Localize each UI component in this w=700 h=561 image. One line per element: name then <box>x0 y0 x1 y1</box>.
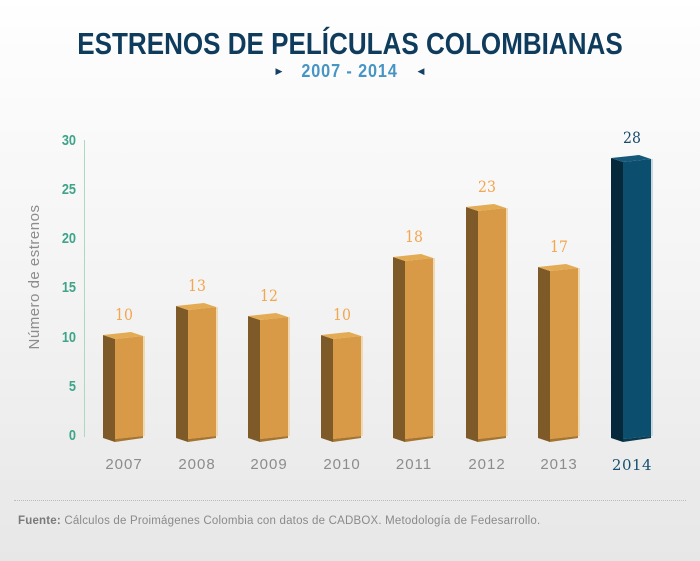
x-label-2010: 2010 <box>323 456 361 473</box>
value-label-2011: 18 <box>405 227 423 246</box>
subtitle-year-range: 2007 - 2014 <box>301 61 399 81</box>
bar-bottom-bevel <box>623 436 651 442</box>
bar-bottom-bevel <box>188 436 216 442</box>
bar-top-face <box>466 204 506 211</box>
bar-bottom-bevel <box>405 436 433 442</box>
bar-top-face <box>248 313 288 320</box>
value-label-2014: 28 <box>623 128 641 147</box>
y-tick-30: 30 <box>61 131 76 149</box>
value-label-2007: 10 <box>115 305 133 324</box>
bar-2009 <box>248 313 290 442</box>
arrow-left-icon: ◀ <box>417 66 425 76</box>
bar-side-face <box>611 158 623 442</box>
bar-side-face <box>538 267 550 442</box>
x-label-2014: 2014 <box>611 456 653 474</box>
bar-bottom-bevel <box>115 436 143 442</box>
bar-edge-highlight <box>216 307 218 436</box>
bar-side-face <box>466 207 478 442</box>
bar-2007 <box>103 332 145 442</box>
source-label: Fuente: <box>18 515 61 527</box>
bar-side-face <box>176 306 188 442</box>
bar-2012 <box>466 204 508 442</box>
x-label-2009: 2009 <box>250 456 288 473</box>
y-tick-25: 25 <box>61 180 76 198</box>
value-label-2013: 17 <box>550 237 568 256</box>
x-label-2011: 2011 <box>395 456 433 473</box>
bar-bottom-bevel <box>260 436 288 442</box>
x-label-2013: 2013 <box>540 456 578 473</box>
y-tick-10: 10 <box>61 328 76 346</box>
bar-bottom-bevel <box>333 436 361 442</box>
bar-top-face <box>176 303 216 310</box>
bar-front-face <box>260 317 288 439</box>
arrow-right-icon: ▶ <box>275 66 283 76</box>
value-label-2008: 13 <box>188 276 206 295</box>
bar-chart: Número de estrenos 0 5 10 15 20 25 30 10 13 12 10… <box>26 128 653 474</box>
bar-2013 <box>538 264 580 442</box>
bar-2008 <box>176 303 218 442</box>
bar-front-face <box>115 336 143 439</box>
bar-top-face <box>103 332 143 339</box>
bar-edge-highlight <box>433 258 435 436</box>
bar-top-face <box>393 254 433 261</box>
x-label-2007: 2007 <box>105 456 143 473</box>
y-tick-20: 20 <box>61 230 76 247</box>
footer-divider <box>14 500 686 501</box>
chart-title: ESTRENOS DE PELÍCULAS COLOMBIANAS <box>77 26 623 61</box>
y-tick-5: 5 <box>68 377 76 395</box>
bar-front-face <box>333 336 361 439</box>
chart-subtitle: ▶ 2007 - 2014 ◀ <box>0 61 700 82</box>
bar-edge-highlight <box>651 159 653 436</box>
bar-top-face <box>538 264 578 271</box>
y-axis-line <box>84 140 85 437</box>
bar-front-face <box>478 208 506 439</box>
bar-edge-highlight <box>288 317 290 436</box>
bar-side-face <box>248 316 260 442</box>
y-axis-title: Número de estrenos <box>26 204 43 350</box>
bar-front-face <box>405 258 433 439</box>
y-tick-15: 15 <box>61 279 76 297</box>
bar-2014 <box>611 155 653 442</box>
bar-front-face <box>623 159 651 439</box>
bar-bottom-bevel <box>550 436 578 442</box>
bar-front-face <box>550 268 578 439</box>
x-label-2012: 2012 <box>468 456 506 473</box>
y-tick-0: 0 <box>68 427 76 444</box>
x-label-2008: 2008 <box>178 456 216 473</box>
bar-2010 <box>321 332 363 442</box>
value-label-2012: 23 <box>478 177 496 196</box>
bar-edge-highlight <box>578 268 580 436</box>
bar-bottom-bevel <box>478 436 506 442</box>
bar-front-face <box>188 307 216 439</box>
source-text: Cálculos de Proimágenes Colombia con dat… <box>60 515 541 527</box>
bar-edge-highlight <box>506 208 508 436</box>
bar-top-face <box>611 155 651 162</box>
value-label-2010: 10 <box>333 305 351 324</box>
bar-2011 <box>393 254 435 442</box>
source-note: Fuente: Cálculos de Proimágenes Colombia… <box>18 515 682 527</box>
bar-edge-highlight <box>361 336 363 436</box>
bar-top-face <box>321 332 361 339</box>
value-label-2009: 12 <box>260 286 278 305</box>
bar-side-face <box>321 335 333 442</box>
bar-side-face <box>103 335 115 442</box>
bar-side-face <box>393 257 405 442</box>
bar-edge-highlight <box>143 336 145 436</box>
